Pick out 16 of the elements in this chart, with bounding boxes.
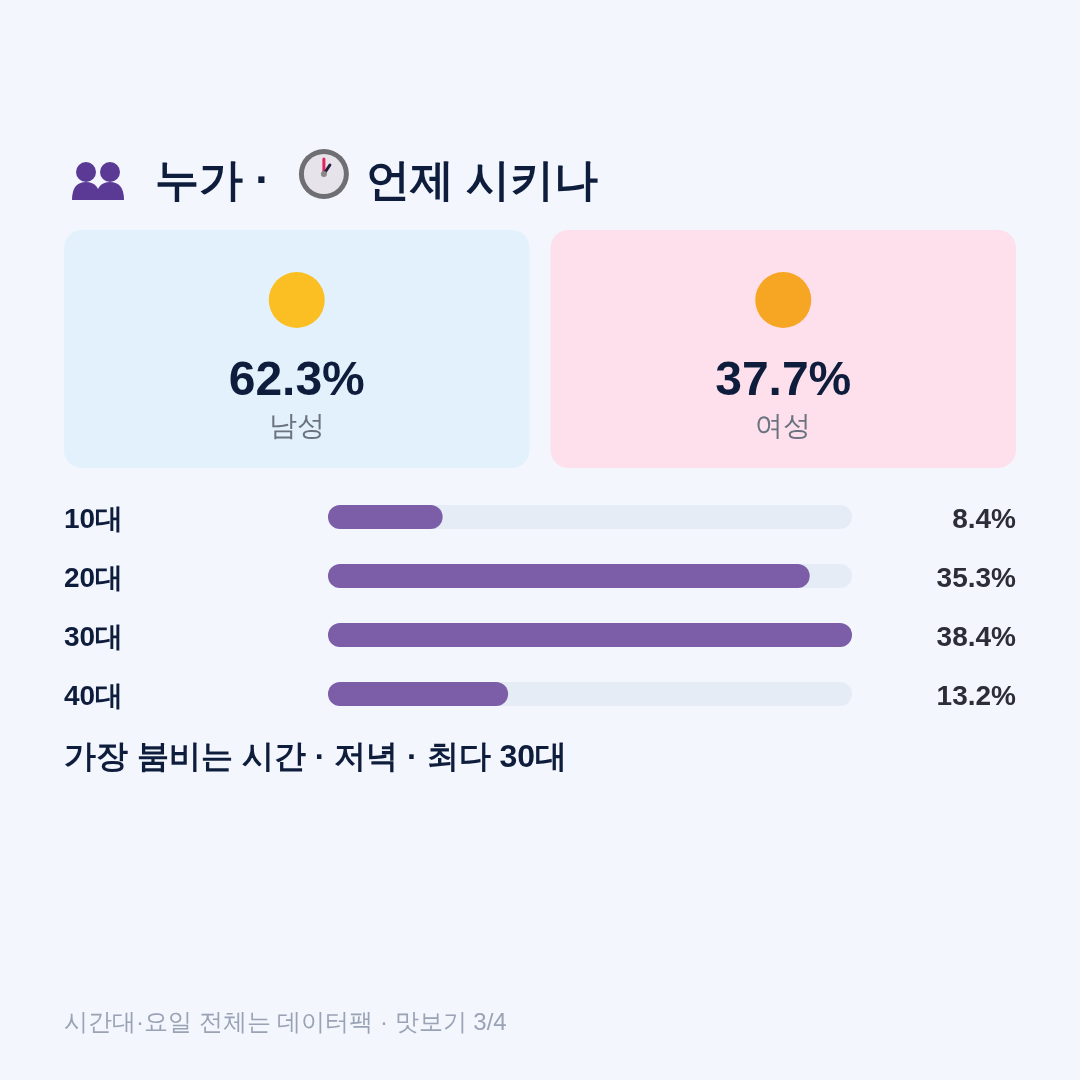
category-label: 여성 — [755, 410, 812, 441]
data-label: 13.2% — [936, 680, 1017, 711]
y-tick-label: 10대 — [64, 503, 124, 534]
y-tick-label: 30대 — [64, 621, 124, 652]
bar — [328, 505, 443, 529]
text: 37.7% — [715, 352, 852, 405]
data-label: 35.3% — [936, 562, 1017, 593]
text: 62.3% — [228, 352, 365, 405]
category-label: 남성 — [268, 410, 325, 441]
text: 가장 붐비는 시간 · 저녁 · 최다 30대 — [64, 738, 568, 774]
chart-title: 누가 · 언제 시키나 — [155, 155, 599, 204]
text: 시간대·요일 전체는 데이터팩 · 맛보기 3/4 — [64, 1008, 507, 1035]
y-tick-label: 40대 — [64, 680, 124, 711]
data-label: 38.4% — [936, 621, 1017, 652]
data-label: 8.4% — [952, 503, 1017, 534]
y-tick-label: 20대 — [64, 562, 124, 593]
